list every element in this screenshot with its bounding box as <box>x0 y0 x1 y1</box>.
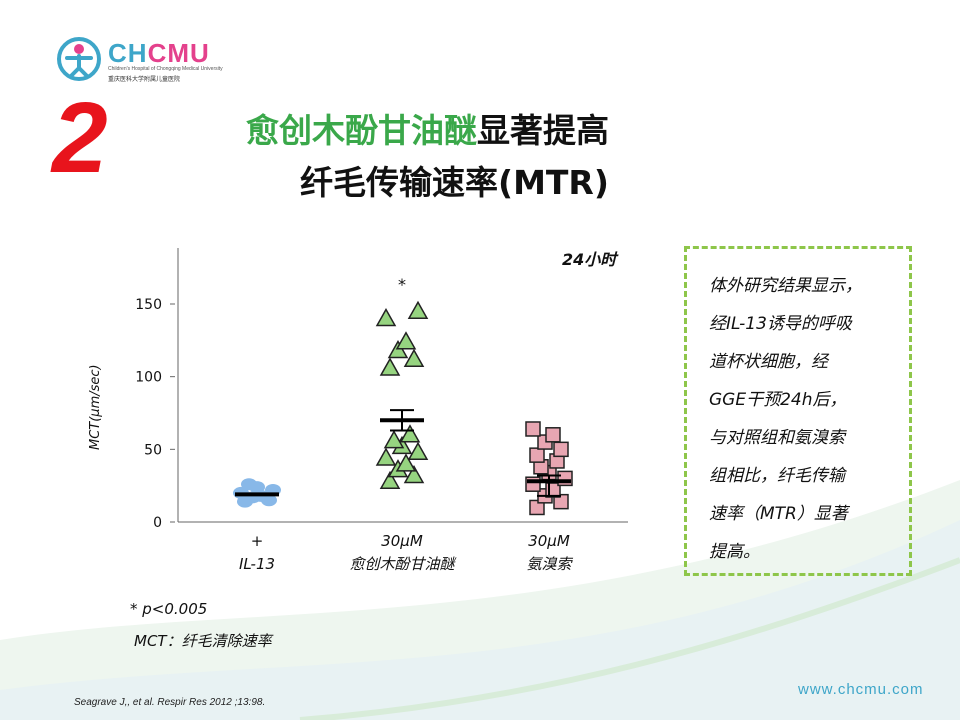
x-category-label-bottom: 愈创木酚甘油醚 <box>349 555 457 573</box>
abbreviation-note: MCT：纤毛清除速率 <box>134 632 272 650</box>
data-point <box>375 308 397 327</box>
x-category-label-top: 30μM <box>528 532 570 550</box>
data-point <box>407 441 429 460</box>
data-point <box>395 453 417 472</box>
summary-line: GGE干预24h后， <box>709 390 847 410</box>
slide-title-line1: 愈创木酚甘油醚显著提高 <box>246 104 609 152</box>
y-tick-label: 50 <box>144 442 162 458</box>
summary-line: 组相比，纤毛传输 <box>709 466 845 486</box>
data-point <box>375 447 397 466</box>
summary-line: 提高。 <box>709 542 760 562</box>
logo-text-ch: CH <box>108 38 148 68</box>
website-url: www.chcmu.com <box>798 681 924 698</box>
x-category-label-top: + <box>251 532 264 550</box>
summary-line: 速率（MTR）显著 <box>709 504 848 524</box>
data-point <box>553 493 569 510</box>
data-point <box>529 447 545 463</box>
logo-wordmark: CHCMU <box>108 38 210 69</box>
scatter-chart: 0 50 100 150 + IL-13 30μM 愈创木酚甘油醚 30μM 氨溴索 * <box>135 248 628 573</box>
x-category-label-bottom: 氨溴索 <box>526 555 573 573</box>
summary-line: 体外研究结果显示， <box>709 276 862 296</box>
data-point <box>553 441 569 458</box>
y-tick-label: 150 <box>135 297 162 313</box>
summary-box: 体外研究结果显示， 经IL-13诱导的呼吸 道杯状细胞，经 GGE干预24h后，… <box>684 246 912 576</box>
hospital-logo: CHCMU Children's Hospital of Chongqing M… <box>56 36 276 86</box>
data-point <box>545 427 561 443</box>
data-point <box>241 478 257 491</box>
title-drug-name: 愈创木酚甘油醚 <box>246 111 477 150</box>
data-point <box>379 357 401 376</box>
data-point <box>383 430 405 449</box>
data-point <box>379 470 401 490</box>
slide-title-line2: 纤毛传输速率(MTR) <box>300 163 609 202</box>
data-point <box>529 499 545 516</box>
x-category-label-top: 30μM <box>381 532 423 550</box>
slide-number: 2 <box>52 82 108 194</box>
summary-line: 道杯状细胞，经 <box>709 352 828 372</box>
data-point <box>407 300 429 320</box>
summary-line: 经IL-13诱导的呼吸 <box>709 314 852 334</box>
y-tick-label: 100 <box>135 370 162 386</box>
data-point <box>399 424 421 443</box>
x-category-label-bottom: IL-13 <box>239 555 275 573</box>
title-effect: 显著提高 <box>477 111 609 150</box>
logo-english-name: Children's Hospital of Chongqing Medical… <box>108 66 223 72</box>
data-point <box>525 421 541 437</box>
citation: Seagrave J,, et al. Respir Res 2012 ;13:… <box>74 697 266 708</box>
data-point <box>403 464 425 484</box>
y-tick-label: 0 <box>153 515 162 531</box>
logo-chinese-name: 重庆医科大学附属儿童医院 <box>108 76 181 83</box>
logo-mark-icon <box>57 37 101 81</box>
data-point <box>395 331 417 350</box>
significance-asterisk: * <box>398 275 406 294</box>
timepoint-label: 24小时 <box>562 250 617 269</box>
data-point <box>403 348 425 367</box>
significance-note: * p<0.005 <box>130 600 208 618</box>
logo-text-cmu: CMU <box>147 38 210 68</box>
summary-line: 与对照组和氨溴索 <box>709 428 845 448</box>
